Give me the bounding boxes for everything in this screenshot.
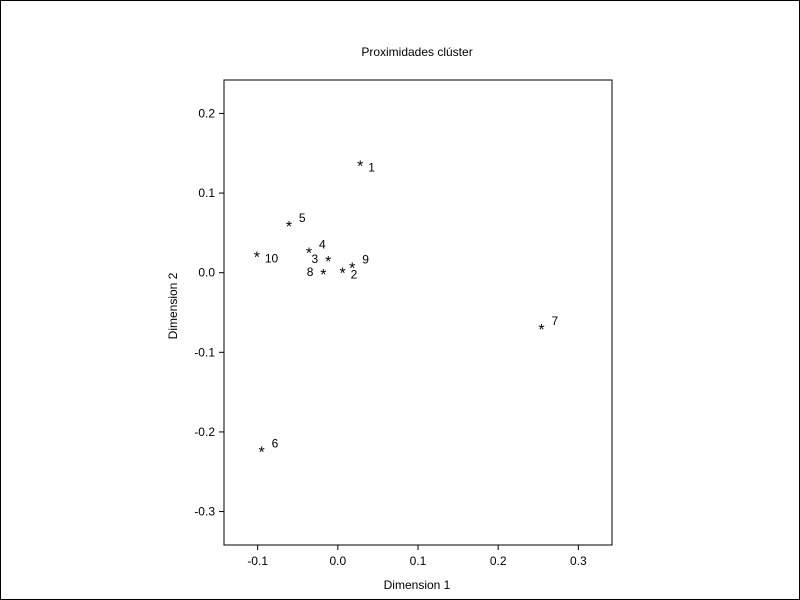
point-marker: * (538, 322, 544, 339)
data-points: * 1* 2*3*4*5*6*7*8 *9* 10 (254, 159, 559, 462)
point-label: 1 (368, 161, 375, 175)
point-label: 5 (299, 211, 306, 225)
y-axis: 0.2 0.1 0.0 -0.1 -0.2 -0.3 (194, 106, 224, 519)
x-tick-label: 0.0 (329, 554, 346, 568)
y-tick-label: -0.1 (194, 345, 215, 359)
x-tick-label: -0.1 (247, 554, 268, 568)
point-label: 8 (307, 265, 314, 279)
point-label: 10 (265, 251, 279, 265)
y-tick-label: 0.2 (198, 106, 215, 120)
x-tick-label: 0.2 (490, 554, 507, 568)
y-tick-label: -0.3 (194, 505, 215, 519)
x-axis: -0.1 0.0 0.1 0.2 0.3 (247, 545, 587, 568)
point-label: 4 (319, 237, 326, 251)
point-marker: * (320, 267, 326, 284)
point-label: 6 (272, 436, 279, 450)
point-marker: * (259, 444, 265, 461)
point-marker: * (325, 254, 331, 271)
x-axis-label: Dimension 1 (384, 578, 451, 592)
x-tick-label: 0.1 (410, 554, 427, 568)
y-tick-label: 0.1 (198, 186, 215, 200)
chart-title: Proximidades clúster (361, 45, 472, 59)
point-label: 9 (362, 253, 369, 267)
y-tick-label: -0.2 (194, 425, 215, 439)
point-marker: * (349, 261, 355, 278)
point-label: 2 (351, 267, 358, 281)
point-marker: * (340, 265, 346, 282)
point-marker: * (286, 219, 292, 236)
point-marker: * (254, 249, 260, 266)
plot-area (223, 79, 613, 546)
point-marker: * (306, 245, 312, 262)
y-tick-label: 0.0 (198, 266, 215, 280)
point-marker: * (357, 159, 363, 176)
x-tick-label: 0.3 (570, 554, 587, 568)
y-axis-label: Dimension 2 (166, 272, 180, 339)
point-label: 3 (312, 252, 319, 266)
point-label: 7 (551, 314, 558, 328)
